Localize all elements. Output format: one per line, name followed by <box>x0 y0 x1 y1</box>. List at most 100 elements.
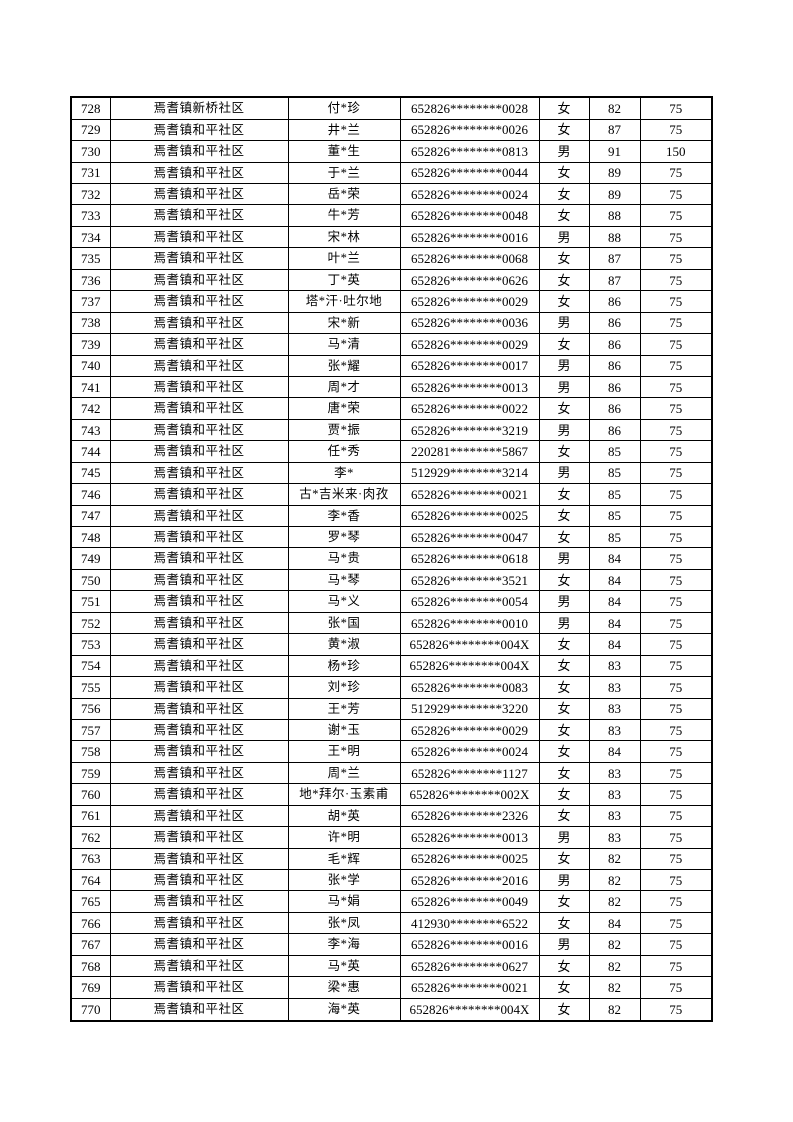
cell-row-number: 768 <box>70 954 111 978</box>
table-row: 733 焉耆镇和平社区 牛*芳 652826********0048 女 88 75 <box>70 204 713 227</box>
cell-row-number: 745 <box>70 461 111 485</box>
cell-name: 胡*英 <box>287 804 401 828</box>
cell-gender: 女 <box>538 440 590 463</box>
cell-gender: 女 <box>538 118 590 142</box>
cell-community: 焉耆镇和平社区 <box>109 633 289 656</box>
cell-community: 焉耆镇和平社区 <box>109 718 289 742</box>
cell-gender: 女 <box>538 397 590 420</box>
table-row: 742 焉耆镇和平社区 唐*荣 652826********0022 女 86 75 <box>70 397 713 420</box>
cell-age: 82 <box>588 954 641 978</box>
cell-age: 88 <box>588 225 641 249</box>
cell-community: 焉耆镇和平社区 <box>109 375 289 399</box>
cell-name: 周*兰 <box>287 761 401 785</box>
cell-id-number: 512929********3220 <box>399 697 540 720</box>
cell-id-number: 652826********0047 <box>399 526 540 549</box>
cell-row-number: 767 <box>70 933 111 956</box>
cell-gender: 女 <box>538 161 590 185</box>
cell-gender: 男 <box>538 590 590 613</box>
cell-row-number: 737 <box>70 290 111 313</box>
cell-age: 86 <box>588 311 641 335</box>
cell-amount: 75 <box>639 911 713 935</box>
cell-name: 岳*荣 <box>287 183 401 206</box>
cell-amount: 75 <box>639 804 713 828</box>
cell-community: 焉耆镇和平社区 <box>109 611 289 635</box>
cell-row-number: 739 <box>70 333 111 356</box>
cell-gender: 男 <box>538 375 590 399</box>
cell-name: 张*凤 <box>287 911 401 935</box>
cell-age: 85 <box>588 504 641 528</box>
cell-name: 周*才 <box>287 375 401 399</box>
cell-age: 85 <box>588 483 641 506</box>
cell-id-number: 652826********1127 <box>399 761 540 785</box>
cell-age: 87 <box>588 118 641 142</box>
cell-amount: 75 <box>639 418 713 442</box>
cell-id-number: 652826********0626 <box>399 268 540 292</box>
cell-community: 焉耆镇和平社区 <box>109 890 289 913</box>
cell-gender: 女 <box>538 633 590 656</box>
cell-gender: 男 <box>538 611 590 635</box>
cell-age: 84 <box>588 633 641 656</box>
cell-name: 李*香 <box>287 504 401 528</box>
cell-row-number: 770 <box>70 997 111 1022</box>
cell-gender: 男 <box>538 311 590 335</box>
cell-id-number: 652826********0029 <box>399 718 540 742</box>
cell-gender: 男 <box>538 869 590 892</box>
cell-name: 马*娟 <box>287 890 401 913</box>
cell-id-number: 652826********0083 <box>399 676 540 699</box>
table-row: 741 焉耆镇和平社区 周*才 652826********0013 男 86 75 <box>70 375 713 399</box>
cell-amount: 75 <box>639 354 713 377</box>
cell-age: 83 <box>588 783 641 806</box>
cell-name: 李* <box>287 461 401 485</box>
cell-gender: 女 <box>538 654 590 678</box>
cell-row-number: 756 <box>70 697 111 720</box>
cell-name: 马*贵 <box>287 547 401 570</box>
cell-id-number: 652826********0049 <box>399 890 540 913</box>
cell-gender: 女 <box>538 761 590 785</box>
cell-id-number: 652826********0016 <box>399 225 540 249</box>
cell-row-number: 759 <box>70 761 111 785</box>
cell-row-number: 755 <box>70 676 111 699</box>
cell-id-number: 652826********0021 <box>399 483 540 506</box>
cell-community: 焉耆镇和平社区 <box>109 954 289 978</box>
cell-community: 焉耆镇和平社区 <box>109 697 289 720</box>
table-row: 735 焉耆镇和平社区 叶*兰 652826********0068 女 87 75 <box>70 247 713 270</box>
cell-name: 塔*汗·吐尔地 <box>287 290 401 313</box>
cell-id-number: 652826********004X <box>399 654 540 678</box>
cell-id-number: 652826********0024 <box>399 183 540 206</box>
cell-amount: 75 <box>639 526 713 549</box>
cell-community: 焉耆镇和平社区 <box>109 247 289 270</box>
table-row: 764 焉耆镇和平社区 张*学 652826********2016 男 82 75 <box>70 869 713 892</box>
cell-community: 焉耆镇和平社区 <box>109 461 289 485</box>
cell-community: 焉耆镇和平社区 <box>109 676 289 699</box>
cell-id-number: 652826********0022 <box>399 397 540 420</box>
cell-row-number: 762 <box>70 826 111 849</box>
cell-row-number: 766 <box>70 911 111 935</box>
cell-row-number: 754 <box>70 654 111 678</box>
table-row: 767 焉耆镇和平社区 李*海 652826********0016 男 82 75 <box>70 933 713 956</box>
cell-name: 王*芳 <box>287 697 401 720</box>
cell-age: 83 <box>588 761 641 785</box>
cell-gender: 女 <box>538 204 590 227</box>
cell-name: 井*兰 <box>287 118 401 142</box>
cell-name: 罗*琴 <box>287 526 401 549</box>
cell-age: 84 <box>588 590 641 613</box>
cell-id-number: 652826********004X <box>399 997 540 1022</box>
cell-community: 焉耆镇和平社区 <box>109 869 289 892</box>
cell-name: 马*清 <box>287 333 401 356</box>
cell-gender: 女 <box>538 976 590 999</box>
cell-name: 张*国 <box>287 611 401 635</box>
cell-amount: 75 <box>639 847 713 871</box>
cell-community: 焉耆镇和平社区 <box>109 740 289 763</box>
cell-amount: 75 <box>639 440 713 463</box>
cell-name: 谢*玉 <box>287 718 401 742</box>
table-row: 751 焉耆镇和平社区 马*义 652826********0054 男 84 75 <box>70 590 713 613</box>
table-row: 757 焉耆镇和平社区 谢*玉 652826********0029 女 83 75 <box>70 718 713 742</box>
cell-age: 83 <box>588 826 641 849</box>
table-row: 765 焉耆镇和平社区 马*娟 652826********0049 女 82 75 <box>70 890 713 913</box>
cell-community: 焉耆镇和平社区 <box>109 333 289 356</box>
cell-age: 85 <box>588 440 641 463</box>
cell-amount: 75 <box>639 268 713 292</box>
cell-gender: 女 <box>538 740 590 763</box>
table-row: 752 焉耆镇和平社区 张*国 652826********0010 男 84 75 <box>70 611 713 635</box>
